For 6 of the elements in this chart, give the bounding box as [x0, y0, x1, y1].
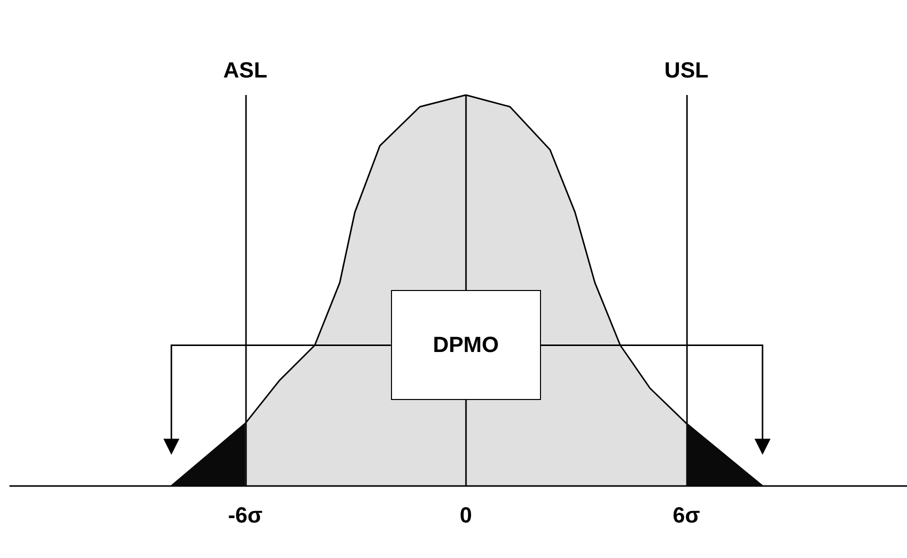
- ref-line-label: USL: [664, 58, 708, 82]
- ref-line-label: ASL: [223, 58, 268, 82]
- x-tick-label: 0: [460, 502, 472, 528]
- text-box: DPMO: [390, 290, 541, 400]
- x-tick-label: -6σ: [228, 502, 263, 528]
- x-tick-label: 6σ: [672, 502, 700, 528]
